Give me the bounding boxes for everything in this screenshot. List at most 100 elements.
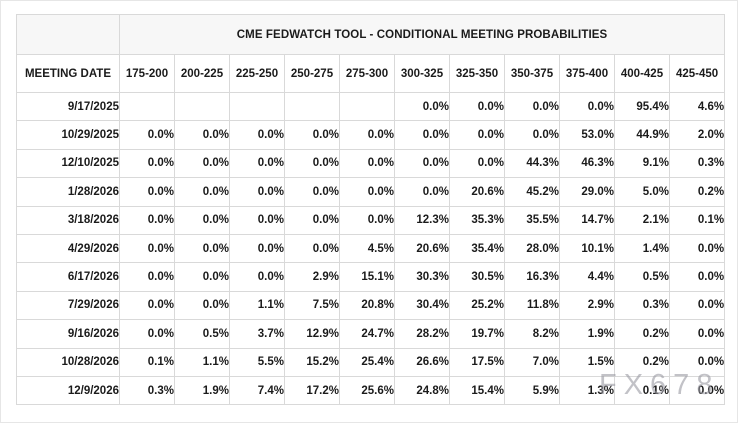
table-row: 3/18/2026 0.0% 0.0% 0.0% 0.0% 0.0% 12.3% 35.3% 3… — [16, 205, 726, 235]
probability-cell: 28.2% — [394, 319, 450, 349]
probability-cell: 0.0% — [119, 233, 175, 264]
probability-cell: 0.0% — [174, 233, 230, 264]
probability-cell: 8.2% — [504, 319, 560, 349]
probability-cell: 2.1% — [614, 205, 670, 235]
probability-cell: 0.1% — [119, 347, 175, 377]
probability-cell: 0.0% — [284, 177, 340, 207]
probability-cell: 9.1% — [614, 148, 670, 179]
table-row: 1/28/2026 0.0% 0.0% 0.0% 0.0% 0.0% 0.0% 20.6% 45… — [16, 177, 726, 207]
probability-cell: 19.7% — [449, 319, 505, 349]
fedwatch-probabilities-table: CME FEDWATCH TOOL - CONDITIONAL MEETING … — [16, 14, 726, 406]
probability-cell: 24.7% — [339, 319, 395, 349]
rate-range-header: 250-275 — [284, 54, 340, 93]
probability-cell: 25.4% — [339, 347, 395, 377]
probability-cell: 53.0% — [559, 120, 615, 150]
probability-cell: 0.0% — [174, 205, 230, 235]
meeting-date-cell: 12/9/2026 — [16, 375, 120, 406]
probability-cell: 20.6% — [449, 177, 505, 207]
probability-cell: 5.0% — [614, 177, 670, 207]
rate-range-header: 225-250 — [229, 54, 285, 93]
probability-cell — [119, 91, 175, 122]
probability-cell — [284, 91, 340, 122]
probability-cell: 5.5% — [229, 347, 285, 377]
probability-cell: 0.0% — [284, 120, 340, 150]
probability-cell: 0.0% — [229, 120, 285, 150]
probability-cell: 3.7% — [229, 319, 285, 349]
probability-cell: 46.3% — [559, 148, 615, 179]
probability-cell: 35.3% — [449, 205, 505, 235]
meeting-date-header: MEETING DATE — [16, 54, 120, 93]
probability-cell: 0.0% — [449, 120, 505, 150]
probability-cell: 0.0% — [339, 148, 395, 179]
probability-cell: 1.1% — [229, 290, 285, 321]
meeting-date-cell: 10/28/2026 — [16, 347, 120, 377]
probability-cell: 0.0% — [119, 319, 175, 349]
probability-cell: 0.0% — [449, 91, 505, 122]
corner-cell — [16, 14, 120, 55]
probability-cell: 0.0% — [339, 177, 395, 207]
probability-cell: 30.5% — [449, 262, 505, 292]
probability-cell: 0.0% — [449, 148, 505, 179]
probability-cell: 0.3% — [668, 148, 726, 179]
probability-cell — [229, 91, 285, 122]
rate-range-header: 400-425 — [614, 54, 670, 93]
probability-cell — [174, 91, 230, 122]
probability-cell: 0.0% — [339, 205, 395, 235]
probability-cell: 0.0% — [174, 148, 230, 179]
probability-cell: 0.0% — [668, 375, 726, 406]
probability-cell: 0.0% — [229, 205, 285, 235]
probability-cell: 0.0% — [174, 290, 230, 321]
probability-cell: 0.0% — [668, 319, 726, 349]
probability-cell: 0.0% — [119, 205, 175, 235]
probability-cell: 35.5% — [504, 205, 560, 235]
probability-cell: 2.9% — [559, 290, 615, 321]
probability-cell: 0.0% — [668, 233, 726, 264]
table-row: 4/29/2026 0.0% 0.0% 0.0% 0.0% 4.5% 20.6% 35.4% 2… — [16, 233, 726, 264]
probability-cell: 0.0% — [504, 91, 560, 122]
probability-cell: 25.6% — [339, 375, 395, 406]
probability-cell: 0.2% — [614, 319, 670, 349]
probability-cell: 0.0% — [668, 262, 726, 292]
rate-range-header: 275-300 — [339, 54, 395, 93]
probability-cell: 16.3% — [504, 262, 560, 292]
probability-cell: 0.0% — [229, 148, 285, 179]
meeting-date-cell: 4/29/2026 — [16, 233, 120, 264]
probability-cell: 7.0% — [504, 347, 560, 377]
probability-cell: 17.5% — [449, 347, 505, 377]
table-row: 7/29/2026 0.0% 0.0% 1.1% 7.5% 20.8% 30.4% 25.2%… — [16, 290, 726, 321]
probability-cell: 44.3% — [504, 148, 560, 179]
probability-cell: 0.0% — [284, 148, 340, 179]
probability-cell — [339, 91, 395, 122]
table-row: 10/29/2025 0.0% 0.0% 0.0% 0.0% 0.0% 0.0% 0.0% 0.… — [16, 120, 726, 150]
meeting-date-cell: 9/16/2026 — [16, 319, 120, 349]
probability-cell: 0.0% — [119, 120, 175, 150]
probability-cell: 30.3% — [394, 262, 450, 292]
probability-cell: 2.0% — [668, 120, 726, 150]
meeting-date-cell: 7/29/2026 — [16, 290, 120, 321]
probability-cell: 0.0% — [119, 148, 175, 179]
table-row: 6/17/2026 0.0% 0.0% 0.0% 2.9% 15.1% 30.3% 30.5%… — [16, 262, 726, 292]
meeting-date-cell: 1/28/2026 — [16, 177, 120, 207]
probability-cell: 45.2% — [504, 177, 560, 207]
probability-cell: 95.4% — [614, 91, 670, 122]
meeting-date-cell: 9/17/2025 — [16, 91, 120, 122]
probability-cell: 0.0% — [119, 290, 175, 321]
probability-cell: 0.0% — [668, 290, 726, 321]
rate-range-header: 300-325 — [394, 54, 450, 93]
probability-cell: 20.8% — [339, 290, 395, 321]
probability-cell: 12.9% — [284, 319, 340, 349]
probability-cell: 0.0% — [394, 148, 450, 179]
table-title: CME FEDWATCH TOOL - CONDITIONAL MEETING … — [118, 14, 726, 55]
rate-range-header: 375-400 — [559, 54, 615, 93]
probability-cell: 4.6% — [668, 91, 726, 122]
probability-cell: 0.0% — [394, 177, 450, 207]
probability-cell: 0.0% — [174, 120, 230, 150]
probability-cell: 0.0% — [284, 233, 340, 264]
probability-cell: 17.2% — [284, 375, 340, 406]
probability-cell: 15.4% — [449, 375, 505, 406]
probability-cell: 0.2% — [668, 177, 726, 207]
probability-cell: 44.9% — [614, 120, 670, 150]
probability-cell: 1.4% — [614, 233, 670, 264]
probability-cell: 15.1% — [339, 262, 395, 292]
